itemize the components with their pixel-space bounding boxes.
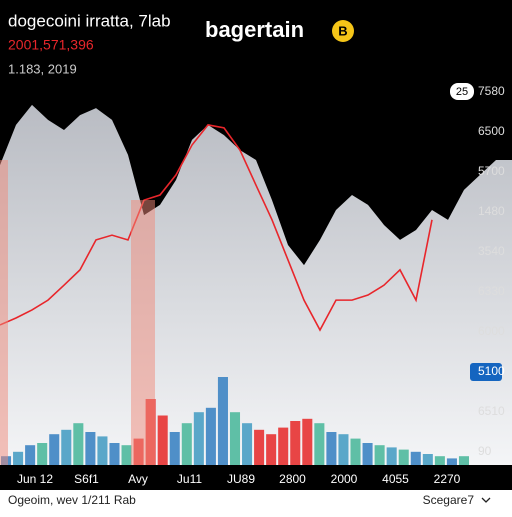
volume-bar xyxy=(338,434,349,465)
x-label: Ju11 xyxy=(177,472,202,486)
price-area xyxy=(0,104,512,465)
x-label: Jun 12 xyxy=(17,472,53,486)
price-badge: 25 xyxy=(456,86,468,98)
right-label: 6500 xyxy=(478,124,505,138)
dropdown-icon[interactable] xyxy=(481,497,491,503)
right-label: 3540 xyxy=(478,244,505,258)
x-label: 2800 xyxy=(279,472,306,486)
price: 2001,571,396 xyxy=(8,37,94,53)
volume-bar xyxy=(350,438,361,465)
footer-bg xyxy=(0,490,512,512)
volume-bar xyxy=(73,423,84,465)
volume-bar xyxy=(61,429,72,465)
volume-bar xyxy=(302,418,313,465)
brand-badge xyxy=(332,20,354,42)
volume-bar xyxy=(85,432,96,465)
subtitle: 1.183, 2019 xyxy=(8,61,77,76)
volume-bar xyxy=(374,445,385,465)
x-label: 2270 xyxy=(434,472,461,486)
right-label: 5700 xyxy=(478,164,505,178)
volume-bar xyxy=(254,429,265,465)
price-line xyxy=(0,124,433,332)
volume-bar xyxy=(109,443,120,465)
volume-bar xyxy=(13,451,24,465)
right-label: 1480 xyxy=(478,204,505,218)
volume-bar xyxy=(386,447,397,465)
right-label: 6510 xyxy=(478,404,505,418)
price-badge-bg xyxy=(450,83,474,100)
volume-bar xyxy=(290,421,301,465)
volume-bar xyxy=(181,423,192,465)
volume-bar xyxy=(49,434,60,465)
volume-bar xyxy=(458,456,469,465)
volume-bar xyxy=(410,451,421,465)
footer-left: Ogeoim, wev 1/211 Rab xyxy=(8,493,136,507)
volume-bar xyxy=(278,427,289,465)
x-label: 4055 xyxy=(382,472,409,486)
volume-bar xyxy=(242,423,253,465)
volume-bar xyxy=(97,436,108,465)
right-label: 6330 xyxy=(478,284,505,298)
x-label: S6f1 xyxy=(74,472,99,486)
x-label: Avy xyxy=(128,472,148,486)
volume-bar xyxy=(205,407,216,465)
volume-bar xyxy=(121,445,132,465)
label-badge xyxy=(470,363,502,381)
right-label: 5100 xyxy=(478,364,505,378)
volume-bar xyxy=(398,449,409,465)
volume-bar xyxy=(446,458,457,465)
title: dogecoini irratta, 7lab xyxy=(8,11,171,30)
volume-bar xyxy=(37,443,48,465)
volume-bar xyxy=(314,423,325,465)
right-label: 6000 xyxy=(478,324,505,338)
right-label: 7580 xyxy=(478,84,505,98)
volume-bar xyxy=(25,445,36,465)
highlight-band xyxy=(131,200,155,465)
right-label: 90 xyxy=(478,444,492,458)
volume-bar xyxy=(434,456,445,465)
x-label: JU89 xyxy=(227,472,255,486)
volume-bar xyxy=(362,443,373,465)
brand-badge-text: B xyxy=(338,23,347,38)
highlight-band xyxy=(0,160,8,465)
volume-bar xyxy=(266,434,277,465)
x-label: 2000 xyxy=(331,472,358,486)
footer-right[interactable]: Scegare7 xyxy=(423,493,475,507)
volume-bar xyxy=(422,454,433,465)
volume-bar xyxy=(326,432,337,465)
brand: bagertain xyxy=(205,17,304,42)
volume-bar xyxy=(169,432,180,465)
volume-bar xyxy=(157,415,168,465)
volume-bar xyxy=(229,412,241,465)
volume-bar xyxy=(217,377,228,465)
volume-bar xyxy=(193,412,204,465)
